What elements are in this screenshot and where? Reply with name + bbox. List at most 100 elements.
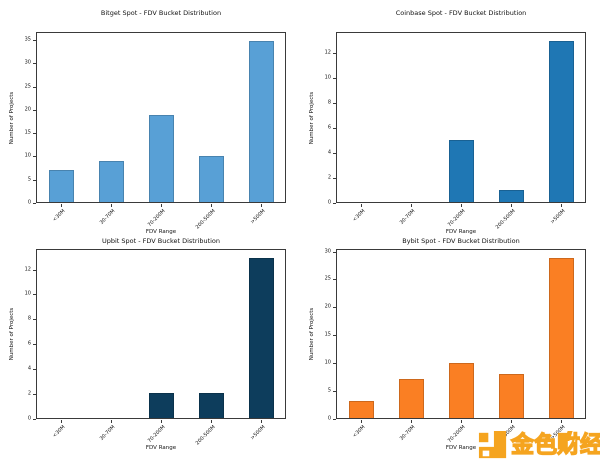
x-tick-label: 30-70M xyxy=(398,208,417,226)
bar-70-200M xyxy=(448,362,474,418)
y-tick-label: 8 xyxy=(327,99,331,106)
y-tick-label: 30 xyxy=(324,248,331,254)
y-tick-mark xyxy=(333,335,336,337)
y-tick-label: 10 xyxy=(324,359,331,366)
y-tick-mark xyxy=(33,269,36,271)
bar-30-70M xyxy=(398,379,424,418)
x-tick-label: <30M xyxy=(351,424,367,440)
chart-title: Upbit Spot - FDV Bucket Distribution xyxy=(101,237,221,245)
y-tick-label: 12 xyxy=(324,49,331,56)
bar-200-500M xyxy=(498,189,524,202)
y-tick-label: 20 xyxy=(24,106,31,113)
y-tick-label: 10 xyxy=(324,74,331,81)
y-tick-mark xyxy=(333,391,336,393)
x-tick-mark xyxy=(61,204,62,207)
y-axis-label: Number of Projects xyxy=(9,307,15,361)
y-tick-label: 0 xyxy=(27,415,31,422)
x-tick-mark xyxy=(161,420,162,423)
y-tick-mark xyxy=(333,279,336,281)
x-tick-mark xyxy=(511,420,512,423)
bar-200-500M xyxy=(198,393,224,418)
jinse-finance-logo-icon xyxy=(478,430,507,459)
x-axis-label: FDV Range xyxy=(145,445,177,451)
y-tick-label: 35 xyxy=(24,36,31,43)
y-tick-mark xyxy=(333,419,336,420)
plot-area xyxy=(336,249,586,419)
x-tick-label: <30M xyxy=(51,424,67,440)
x-tick-label: 200-500M xyxy=(494,208,517,231)
y-axis-label: Number of Projects xyxy=(309,91,315,144)
x-tick-mark xyxy=(61,420,62,423)
y-tick-label: 6 xyxy=(327,124,331,131)
y-tick-label: 2 xyxy=(27,390,31,397)
y-tick-mark xyxy=(333,152,336,154)
y-tick-mark xyxy=(333,203,336,204)
x-tick-mark xyxy=(261,420,262,423)
y-tick-label: 12 xyxy=(24,266,31,273)
y-tick-label: 4 xyxy=(327,149,331,156)
y-tick-mark xyxy=(33,294,36,296)
x-tick-label: >500M xyxy=(549,208,567,226)
y-tick-label: 15 xyxy=(324,331,331,338)
y-tick-label: 0 xyxy=(27,199,31,206)
y-tick-label: 0 xyxy=(327,415,331,422)
y-tick-label: 10 xyxy=(24,152,31,159)
y-tick-mark xyxy=(333,251,336,253)
bar->500M xyxy=(248,41,274,202)
y-tick-label: 2 xyxy=(327,174,331,181)
plot-area xyxy=(36,249,286,419)
x-tick-mark xyxy=(561,204,562,207)
x-axis-label: FDV Range xyxy=(445,229,477,235)
y-tick-mark xyxy=(33,63,36,65)
chart-coinbase-spot: Coinbase Spot - FDV Bucket Distribution 0… xyxy=(300,0,600,235)
x-tick-label: 30-70M xyxy=(98,424,117,442)
x-tick-label: <30M xyxy=(51,208,67,224)
y-tick-mark xyxy=(33,109,36,111)
y-tick-mark xyxy=(33,394,36,396)
chart-bitget-spot: Bitget Spot - FDV Bucket Distribution 0 5 1… xyxy=(0,0,300,235)
y-tick-mark xyxy=(333,363,336,365)
x-tick-mark xyxy=(411,420,412,423)
y-tick-label: 4 xyxy=(27,365,31,372)
plot-area xyxy=(336,32,586,203)
x-tick-label: 70-200M xyxy=(446,424,467,445)
y-tick-mark xyxy=(333,52,336,54)
y-tick-label: 25 xyxy=(24,83,31,90)
y-tick-mark xyxy=(33,344,36,346)
x-tick-mark xyxy=(261,204,262,207)
bar-70-200M xyxy=(148,393,174,418)
bar-<30M xyxy=(348,401,374,418)
x-tick-label: 30-70M xyxy=(98,208,117,226)
x-tick-mark xyxy=(211,420,212,423)
x-tick-label: <30M xyxy=(351,208,367,224)
bar->500M xyxy=(548,41,574,202)
x-axis-label: FDV Range xyxy=(445,445,477,451)
y-tick-mark xyxy=(33,179,36,181)
y-tick-mark xyxy=(33,203,36,204)
x-tick-label: 70-200M xyxy=(146,208,167,229)
y-axis-label: Number of Projects xyxy=(309,307,315,361)
y-tick-mark xyxy=(33,86,36,88)
y-tick-mark xyxy=(33,156,36,158)
x-tick-label: 200-500M xyxy=(194,424,217,447)
bar->500M xyxy=(248,258,274,418)
bar-<30M xyxy=(48,169,74,202)
y-tick-label: 0 xyxy=(327,199,331,206)
y-tick-label: 5 xyxy=(327,387,331,394)
y-tick-mark xyxy=(33,133,36,135)
x-tick-mark xyxy=(111,204,112,207)
bar-200-500M xyxy=(498,373,524,418)
x-axis-label: FDV Range xyxy=(145,229,177,235)
x-tick-label: 200-500M xyxy=(194,208,217,231)
watermark-text: 金色财经 xyxy=(510,431,600,458)
y-tick-label: 30 xyxy=(24,59,31,66)
x-tick-label: 70-200M xyxy=(446,208,467,229)
chart-upbit-spot: Upbit Spot - FDV Bucket Distribution 0 2 4 6… xyxy=(0,233,300,467)
chart-title: Bitget Spot - FDV Bucket Distribution xyxy=(100,9,222,17)
y-tick-label: 15 xyxy=(24,129,31,136)
y-tick-mark xyxy=(33,369,36,371)
x-tick-mark xyxy=(511,204,512,207)
y-tick-label: 5 xyxy=(27,176,31,183)
x-tick-mark xyxy=(361,204,362,207)
